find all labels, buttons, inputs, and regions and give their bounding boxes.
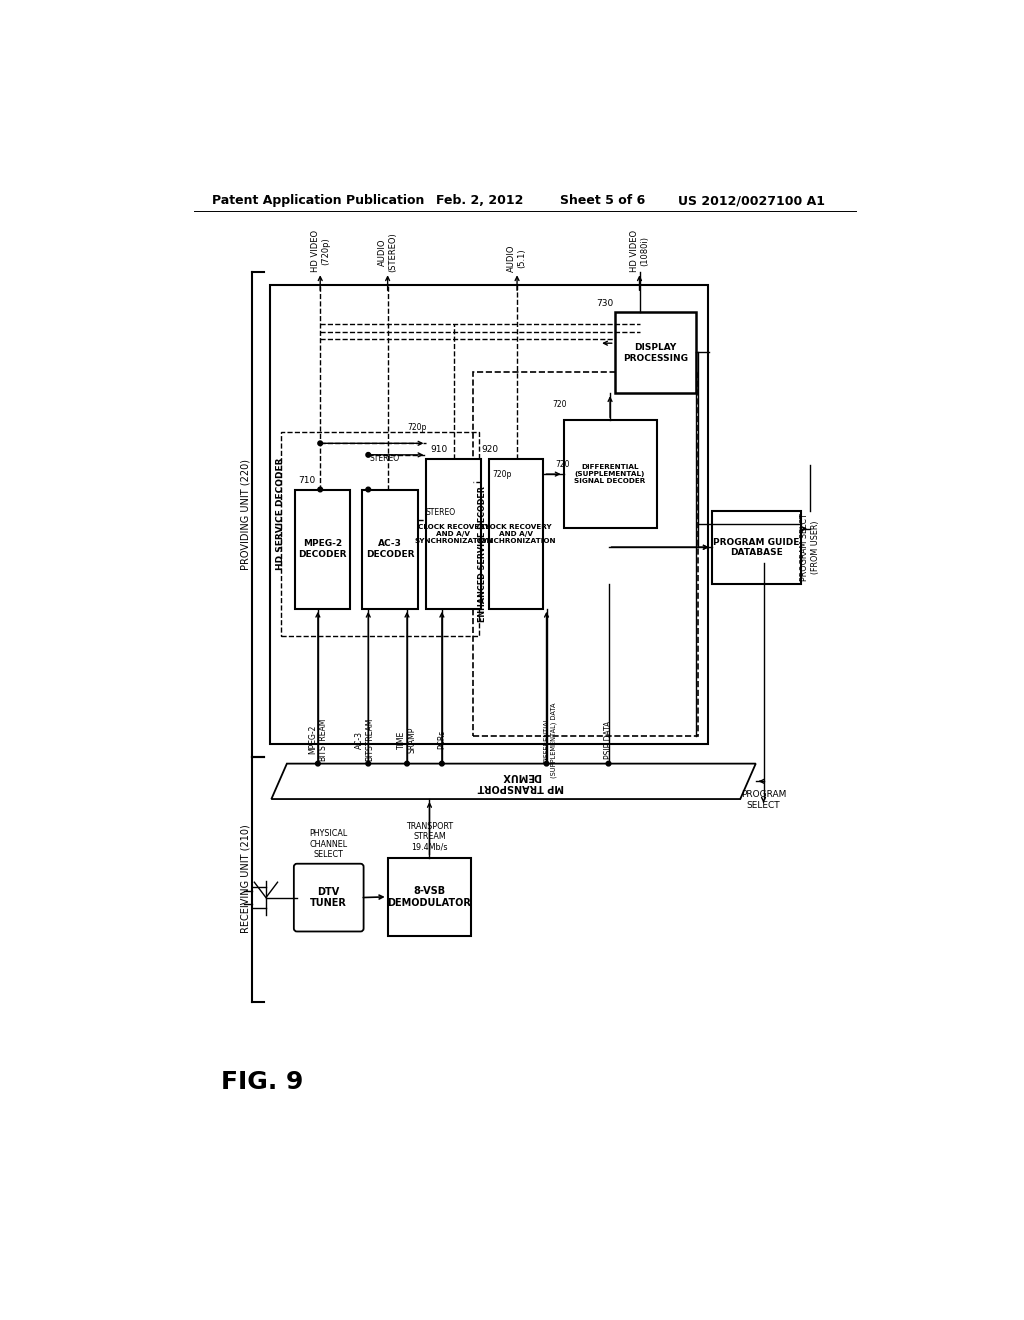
Circle shape [317, 487, 323, 492]
Text: PROGRAM SELCT
(FROM USER): PROGRAM SELCT (FROM USER) [801, 513, 819, 581]
Bar [712, 511, 801, 585]
Text: PSIP DATA: PSIP DATA [604, 721, 613, 759]
Text: AC-3
DECODER: AC-3 DECODER [366, 540, 414, 558]
Text: HD SERVICE DECODER: HD SERVICE DECODER [276, 458, 285, 570]
Text: DISPLAY
PROCESSING: DISPLAY PROCESSING [623, 343, 688, 363]
Text: DIFFERENTIAL
(SUPPLEMENTAL) DATA: DIFFERENTIAL (SUPPLEMENTAL) DATA [544, 702, 557, 777]
Text: AUDIO
(STEREO): AUDIO (STEREO) [378, 232, 397, 272]
Text: Patent Application Publication: Patent Application Publication [212, 194, 424, 207]
Text: Sheet 5 of 6: Sheet 5 of 6 [560, 194, 646, 207]
Text: PHYSICAL
CHANNEL
SELECT: PHYSICAL CHANNEL SELECT [309, 829, 348, 859]
Circle shape [366, 487, 371, 492]
Text: 710: 710 [299, 475, 315, 484]
Circle shape [317, 441, 323, 446]
FancyBboxPatch shape [294, 863, 364, 932]
Text: CLOCK RECOVERY
AND A/V
SYNCHRONIZATION: CLOCK RECOVERY AND A/V SYNCHRONIZATION [415, 524, 493, 544]
Text: FIG. 9: FIG. 9 [221, 1071, 303, 1094]
Text: AC-3
BITSTREAM: AC-3 BITSTREAM [354, 718, 374, 762]
Bar [295, 490, 350, 609]
Bar [282, 432, 479, 636]
Bar [362, 490, 418, 609]
Text: 920: 920 [481, 445, 499, 454]
Circle shape [315, 762, 321, 766]
Text: HD VIDEO
(1080i): HD VIDEO (1080i) [630, 230, 649, 272]
Text: MPEG-2
DECODER: MPEG-2 DECODER [298, 540, 347, 558]
Text: AUDIO
(5.1): AUDIO (5.1) [507, 246, 526, 272]
Bar [426, 459, 480, 609]
Circle shape [366, 453, 371, 457]
Text: PROGRAM GUIDE
DATABASE: PROGRAM GUIDE DATABASE [713, 539, 800, 557]
Circle shape [366, 762, 371, 766]
Bar [473, 372, 697, 737]
Text: 720: 720 [553, 400, 567, 409]
Text: TIME
SRAMP: TIME SRAMP [397, 726, 417, 752]
Text: STEREO: STEREO [426, 508, 456, 517]
Circle shape [404, 762, 410, 766]
Text: 720p: 720p [493, 470, 512, 479]
Text: PCRs: PCRs [437, 730, 446, 750]
Text: MP TRANSPORT
DEMUX: MP TRANSPORT DEMUX [478, 771, 564, 792]
Text: STEREO: STEREO [370, 454, 400, 463]
Text: 720: 720 [555, 461, 569, 470]
Text: 730: 730 [596, 298, 613, 308]
Bar [614, 313, 696, 393]
Text: DTV
TUNER: DTV TUNER [310, 887, 347, 908]
Polygon shape [271, 763, 756, 799]
Text: CLOCK RECOVERY
AND A/V
SYNCHRONIZATION: CLOCK RECOVERY AND A/V SYNCHRONIZATION [477, 524, 556, 544]
Bar [563, 420, 656, 528]
Text: ENHANCED SERVICE DECODER: ENHANCED SERVICE DECODER [477, 486, 486, 622]
Circle shape [439, 762, 444, 766]
Text: Feb. 2, 2012: Feb. 2, 2012 [436, 194, 524, 207]
Text: MPEG-2
BITSTREAM: MPEG-2 BITSTREAM [308, 718, 328, 762]
Text: TRANSPORT
STREAM
19.4Mb/s: TRANSPORT STREAM 19.4Mb/s [406, 821, 453, 851]
Text: RECEIVING UNIT (210): RECEIVING UNIT (210) [241, 825, 251, 933]
Circle shape [606, 762, 611, 766]
Text: PROGRAM
SELECT: PROGRAM SELECT [740, 791, 786, 809]
Bar [270, 285, 708, 743]
Text: HD VIDEO
(720p): HD VIDEO (720p) [310, 230, 330, 272]
Text: DIFFERENTIAL
(SUPPLEMENTAL)
SIGNAL DECODER: DIFFERENTIAL (SUPPLEMENTAL) SIGNAL DECOD… [574, 465, 646, 484]
Text: US 2012/0027100 A1: US 2012/0027100 A1 [678, 194, 825, 207]
Text: 720p: 720p [407, 424, 426, 433]
Text: 910: 910 [430, 445, 447, 454]
Bar [388, 858, 471, 936]
Bar [489, 459, 544, 609]
Text: PROVIDING UNIT (220): PROVIDING UNIT (220) [241, 459, 251, 570]
Text: 8-VSB
DEMODULATOR: 8-VSB DEMODULATOR [387, 886, 471, 908]
Circle shape [544, 762, 549, 766]
